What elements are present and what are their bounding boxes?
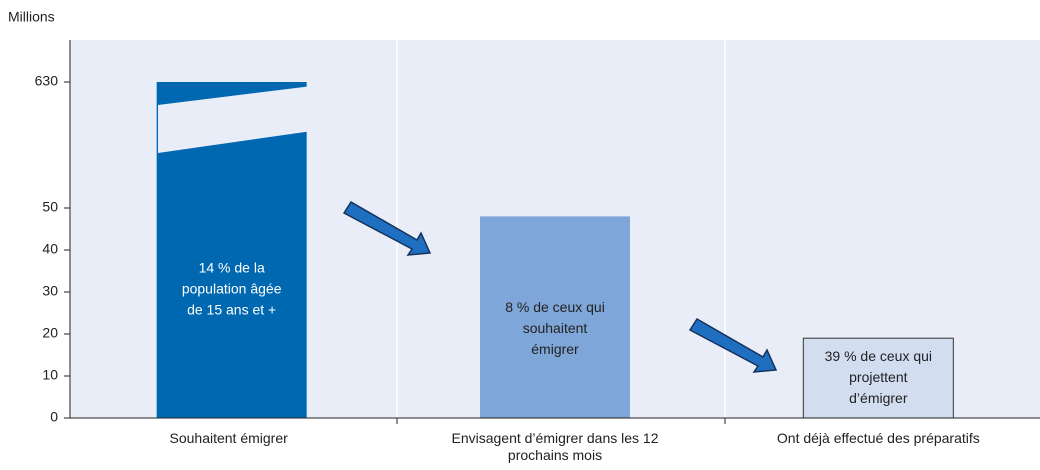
- y-axis-label: Millions: [8, 9, 55, 25]
- bar-label: projettent: [849, 369, 907, 385]
- bar-label: souhaitent: [523, 320, 588, 336]
- bar-label: émigrer: [531, 341, 579, 357]
- bar-label: d’émigrer: [849, 390, 908, 406]
- bar-label: de 15 ans et +: [187, 302, 276, 318]
- bar-label: population âgée: [182, 281, 282, 297]
- y-tick-label: 30: [42, 283, 58, 299]
- y-tick-label: 0: [50, 409, 58, 425]
- arrow: [342, 200, 432, 256]
- y-tick-label: 630: [35, 73, 59, 89]
- bar-label: 14 % de la: [199, 260, 265, 276]
- x-tick-label: Envisagent d’émigrer dans les 12 prochai…: [451, 430, 659, 463]
- axis-break: [158, 86, 312, 153]
- y-tick-label: 40: [42, 241, 58, 257]
- y-tick-label: 20: [42, 325, 58, 341]
- arrow: [688, 317, 778, 373]
- x-tick-label: Ont déjà effectué des préparatifs: [776, 430, 980, 446]
- x-tick-label: Souhaitent émigrer: [169, 430, 288, 446]
- bar: [802, 337, 954, 419]
- bar-label: 39 % de ceux qui: [825, 348, 932, 364]
- y-tick-label: 10: [42, 367, 58, 383]
- bar-label: 8 % de ceux qui: [505, 299, 605, 315]
- bar: [480, 216, 630, 418]
- y-tick-label: 50: [42, 199, 58, 215]
